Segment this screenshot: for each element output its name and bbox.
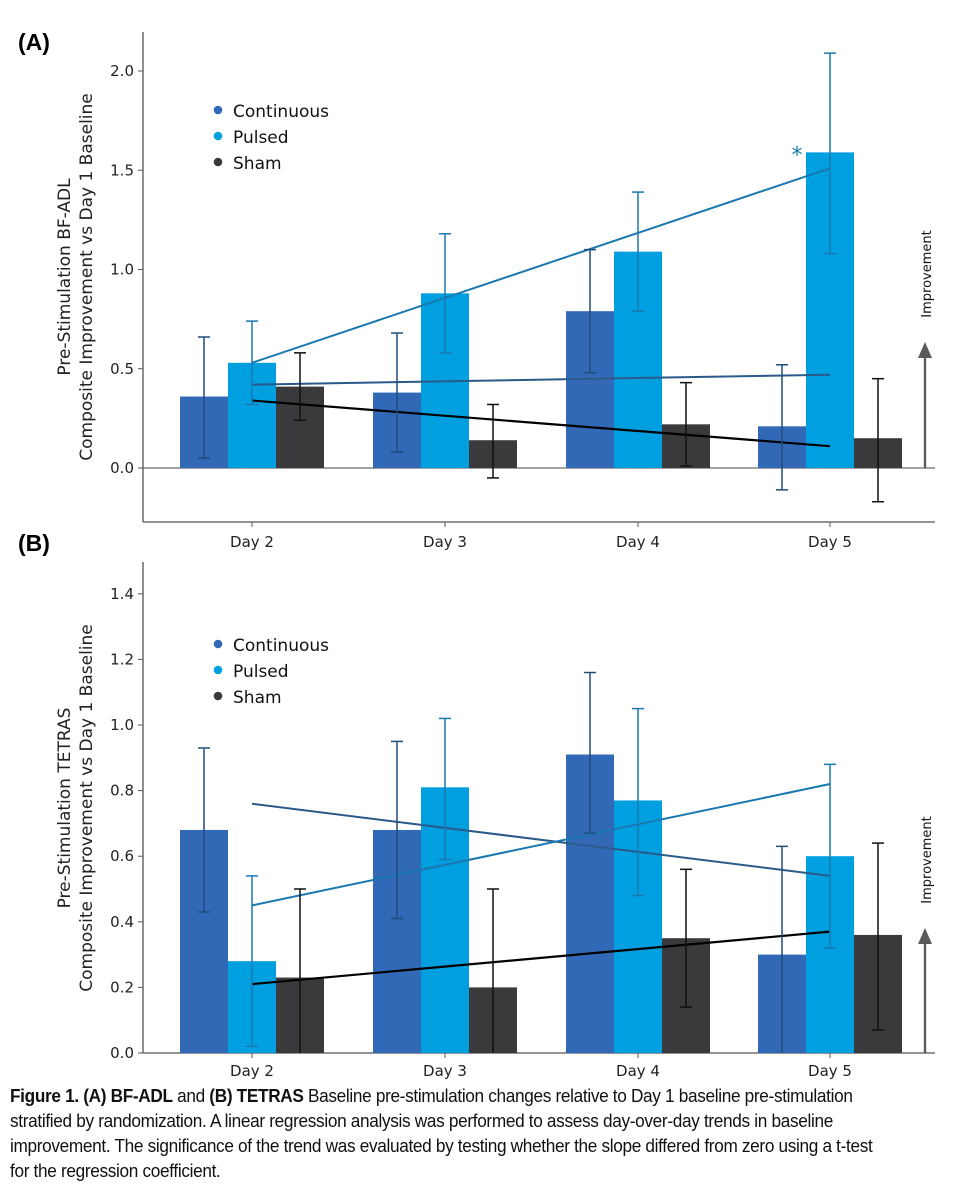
panel-a: (A) Pre-Stimulation BF-ADL Composite Impro…: [18, 29, 935, 551]
trend-line-sham: [251, 930, 831, 986]
x-tick-label: Day 2: [230, 533, 274, 551]
y-tick-label: 0.6: [110, 847, 134, 865]
error-bar-continuous: [584, 248, 596, 374]
x-tick-label: Day 5: [808, 1062, 852, 1080]
panel-b: (B) Pre-Stimulation TETRAS Composite Impro…: [18, 530, 935, 1080]
caption-bold-b: (B) TETRAS: [209, 1085, 304, 1106]
legend-label-sham: Sham: [233, 688, 282, 708]
improvement-label: Improvement: [920, 230, 935, 317]
improvement-label: Improvement: [920, 816, 935, 903]
y-tick-label: 1.0: [110, 716, 134, 734]
error-bar-sham: [872, 842, 884, 1031]
legend-marker-sham: [213, 691, 223, 701]
y-tick-label: 0.0: [110, 1044, 134, 1062]
legend-label-pulsed: Pulsed: [233, 128, 289, 148]
error-bar-pulsed: [824, 763, 836, 949]
x-tick-label: Day 3: [423, 533, 467, 551]
error-bar-continuous: [584, 671, 596, 834]
y-tick-label: 0.2: [110, 978, 134, 996]
legend-label-continuous: Continuous: [233, 636, 329, 656]
error-bar-pulsed: [632, 191, 644, 312]
y-tick-label: 1.5: [110, 161, 134, 179]
caption-bold-a: Figure 1. (A) BF-ADL: [10, 1085, 173, 1106]
trend-line-pulsed: [251, 783, 831, 907]
error-bar-continuous: [391, 740, 403, 920]
y-tick-label: 1.0: [110, 261, 134, 279]
error-bar-pulsed: [246, 875, 258, 1048]
y-tick-label: 0.0: [110, 459, 134, 477]
error-bar-sham: [294, 888, 306, 1053]
y-tick-label: 1.4: [110, 585, 134, 603]
y-axis-title-line: Composite Improvement vs Day 1 Baseline: [77, 93, 97, 460]
y-axis-title-line: Composite Improvement vs Day 1 Baseline: [77, 624, 97, 991]
legend-label-continuous: Continuous: [233, 102, 329, 122]
legend-label-pulsed: Pulsed: [233, 662, 289, 682]
trend-line-continuous: [251, 802, 831, 877]
error-bar-continuous: [776, 364, 788, 491]
error-bar-sham: [872, 377, 884, 503]
legend-marker-sham: [213, 157, 223, 167]
y-axis-title: Pre-Stimulation TETRAS Composite Improvem…: [55, 624, 97, 991]
legend-marker-continuous: [213, 105, 223, 115]
error-bar-pulsed: [824, 52, 836, 255]
error-bar-pulsed: [246, 320, 258, 406]
caption-body: Baseline pre-stimulation changes relativ…: [10, 1085, 873, 1181]
figure-1: (A)Pre-Stimulation BF-ADL Composite Impro…: [18, 29, 935, 1080]
x-tick-label: Day 3: [423, 1062, 467, 1080]
trend-line-pulsed: [251, 167, 831, 364]
improvement-arrow: Improvement: [918, 230, 935, 468]
panel-label: (A): [18, 29, 50, 55]
y-tick-label: 0.8: [110, 782, 134, 800]
error-bar-continuous: [391, 332, 403, 453]
y-tick-label: 2.0: [110, 62, 134, 80]
legend-label-sham: Sham: [233, 154, 282, 174]
y-tick-label: 0.5: [110, 360, 134, 378]
y-tick-label: 1.2: [110, 650, 134, 668]
error-bar-pulsed: [439, 717, 451, 861]
x-tick-label: Day 4: [616, 533, 660, 551]
panel-label: (B): [18, 530, 50, 556]
x-tick-label: Day 2: [230, 1062, 274, 1080]
error-bar-sham: [294, 352, 306, 422]
legend-marker-continuous: [213, 639, 223, 649]
arrow-up-icon: [918, 342, 932, 358]
figure-caption: Figure 1. (A) BF-ADL and (B) TETRAS Base…: [10, 1083, 889, 1183]
significance-asterisk: *: [792, 143, 803, 168]
legend-marker-pulsed: [213, 665, 223, 675]
improvement-arrow: Improvement: [918, 816, 935, 1053]
y-axis-title-line: Pre-Stimulation BF-ADL: [55, 178, 75, 376]
legend-marker-pulsed: [213, 131, 223, 141]
y-axis-title: Pre-Stimulation BF-ADL Composite Improvem…: [55, 93, 97, 460]
error-bar-sham: [680, 381, 692, 467]
error-bar-continuous: [198, 747, 210, 913]
error-bar-sham: [487, 403, 499, 479]
legend: Continuous Pulsed Sham: [213, 636, 329, 708]
y-axis-title-line: Pre-Stimulation TETRAS: [55, 708, 75, 909]
error-bar-continuous: [776, 845, 788, 1053]
caption-and: and: [172, 1085, 210, 1106]
x-tick-label: Day 4: [616, 1062, 660, 1080]
trend-line-continuous: [251, 373, 831, 386]
y-tick-label: 0.4: [110, 913, 134, 931]
error-bar-continuous: [198, 336, 210, 459]
error-bar-pulsed: [439, 233, 451, 354]
error-bar-sham: [680, 868, 692, 1008]
arrow-up-icon: [918, 928, 932, 944]
error-bar-pulsed: [632, 707, 644, 897]
error-bar-sham: [487, 888, 499, 1053]
trend-line-sham: [251, 399, 831, 448]
legend: Continuous Pulsed Sham: [213, 102, 329, 174]
x-tick-label: Day 5: [808, 533, 852, 551]
